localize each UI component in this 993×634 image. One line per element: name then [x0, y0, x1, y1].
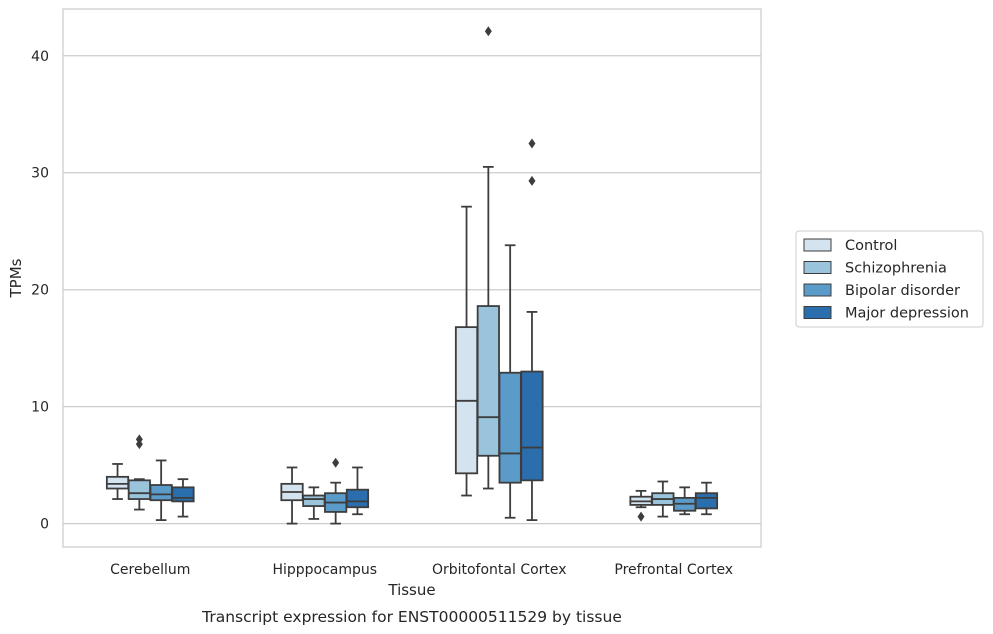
- box-2-0: [454, 205, 479, 497]
- outlier-point: [528, 175, 536, 186]
- legend-frame: [795, 230, 984, 328]
- x-tick-label: Orbitofontal Cortex: [432, 562, 567, 578]
- legend-swatch: [803, 283, 832, 297]
- box-2-2: [498, 244, 522, 519]
- box-iqr: [302, 494, 326, 507]
- box-0-1: [127, 434, 151, 511]
- box-layer: [105, 26, 719, 525]
- box-3-0: [629, 489, 653, 522]
- box-iqr: [345, 488, 370, 509]
- legend-swatch: [803, 238, 832, 252]
- y-tick-label: 30: [31, 166, 49, 182]
- box-2-3: [520, 138, 544, 521]
- y-tick-label: 10: [31, 400, 49, 416]
- legend-label: Major depression: [845, 306, 969, 322]
- y-tick-label: 0: [40, 517, 49, 533]
- box-iqr: [694, 492, 719, 510]
- box-iqr: [520, 370, 544, 482]
- legend: Control Schizophrenia Bipolar disorder Majo…: [795, 230, 984, 328]
- x-tick-label: Cerebellum: [110, 562, 190, 578]
- box-1-2: [324, 457, 348, 525]
- box-3-3: [694, 481, 719, 516]
- box-2-1: [476, 26, 500, 490]
- legend-swatch: [803, 306, 832, 319]
- box-1-0: [280, 466, 304, 525]
- legend-swatch: [803, 261, 832, 274]
- x-tick-label: Prefrontal Cortex: [614, 562, 733, 578]
- box-3-1: [651, 480, 675, 518]
- legend-label: Bipolar disorder: [845, 283, 960, 299]
- chart-caption: Transcript expression for ENST0000051152…: [201, 608, 622, 626]
- box-iqr: [127, 479, 151, 500]
- y-tick-labels: 0 10 20 30 40: [31, 49, 49, 533]
- outlier-point: [484, 26, 492, 37]
- x-tick-labels: Cerebellum Hipppocampus Orbitofontal Corte…: [110, 562, 733, 578]
- box-iqr: [149, 484, 173, 502]
- box-1-1: [302, 486, 326, 520]
- box-iqr: [498, 371, 522, 484]
- plot-frame: [62, 8, 762, 548]
- grid-layer: [63, 55, 761, 525]
- box-0-3: [171, 478, 195, 518]
- legend-label: Schizophrenia: [845, 261, 947, 277]
- outlier-point: [637, 511, 645, 522]
- legend-label: Control: [845, 238, 897, 254]
- x-axis-label: Tissue: [387, 581, 435, 599]
- outlier-point: [135, 434, 143, 445]
- y-axis-label: TPMs: [7, 258, 25, 298]
- x-tick-label: Hipppocampus: [272, 562, 377, 578]
- outlier-point: [332, 457, 340, 468]
- box-3-2: [673, 486, 697, 516]
- y-tick-label: 40: [31, 49, 49, 65]
- box-0-2: [149, 459, 173, 521]
- box-iqr: [105, 475, 130, 490]
- outlier-point: [528, 138, 536, 149]
- box-0-0: [105, 463, 130, 500]
- box-iqr: [476, 305, 500, 457]
- y-tick-label: 20: [31, 283, 49, 299]
- box-iqr: [171, 486, 195, 503]
- box-1-3: [345, 466, 370, 516]
